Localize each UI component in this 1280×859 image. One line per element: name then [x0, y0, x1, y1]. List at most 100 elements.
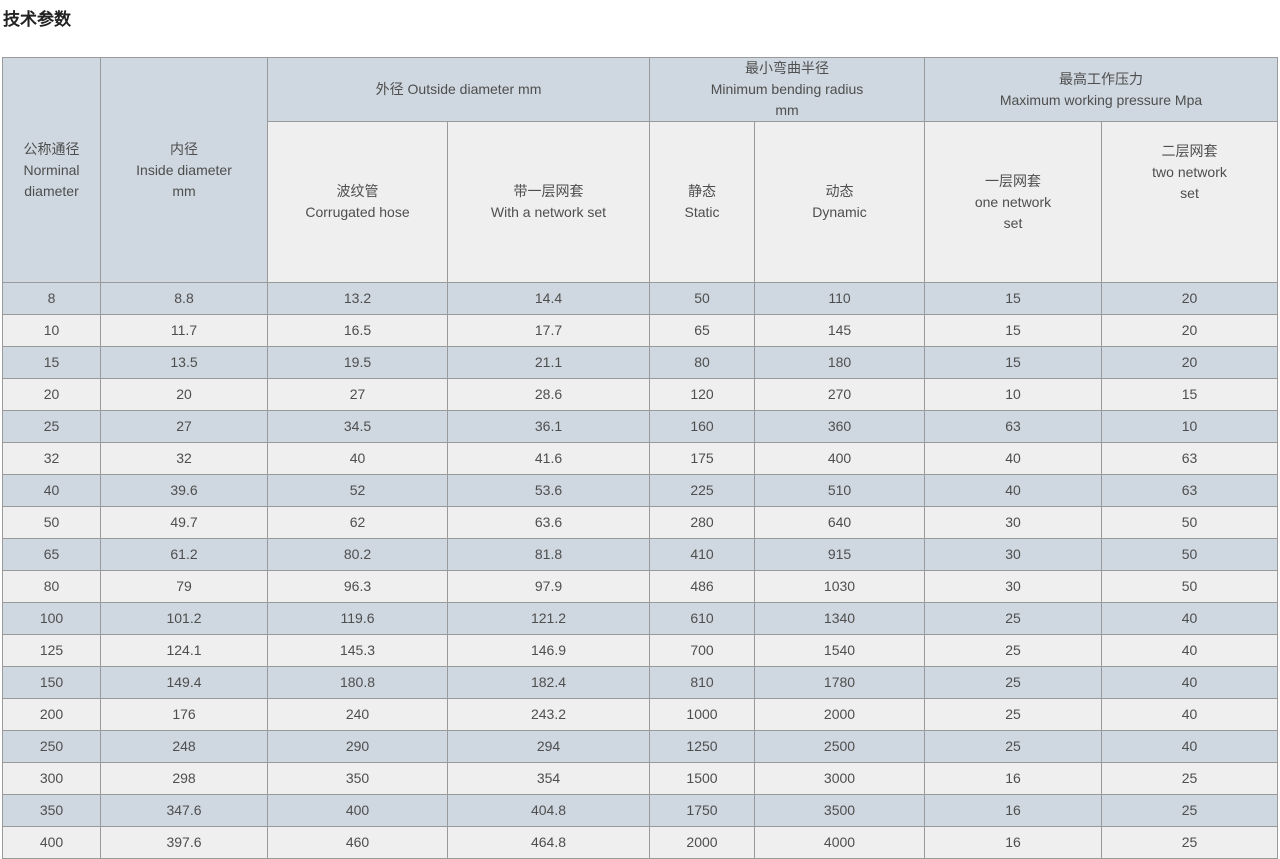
table-cell: 28.6	[447, 378, 650, 411]
table-cell: 20	[1100, 346, 1279, 379]
table-cell: 25	[1100, 762, 1279, 795]
header-group-row: 公称通径 Norminal diameter 内径 Inside diamete…	[2, 57, 1279, 283]
table-cell: 180	[754, 346, 925, 379]
table-cell: 510	[754, 474, 925, 507]
table-cell: 15	[924, 314, 1102, 347]
table-cell: 2000	[649, 826, 755, 859]
header-dynamic: 动态 Dynamic	[754, 121, 925, 283]
table-cell: 347.6	[100, 794, 268, 827]
table-cell: 125	[2, 634, 101, 667]
table-cell: 3500	[754, 794, 925, 827]
page-title: 技术参数	[3, 10, 71, 29]
table-cell: 610	[649, 602, 755, 635]
table-cell: 15	[924, 282, 1102, 315]
table-cell: 40	[1100, 666, 1279, 699]
table-cell: 53.6	[447, 474, 650, 507]
table-row: 80 79 96.3 97.9 486 1030 30 50	[2, 570, 1279, 603]
table-cell: 110	[754, 282, 925, 315]
table-cell: 1750	[649, 794, 755, 827]
table-cell: 180.8	[267, 666, 448, 699]
table-cell: 32	[2, 442, 101, 475]
table-cell: 16	[924, 794, 1102, 827]
table-cell: 11.7	[100, 314, 268, 347]
table-cell: 25	[924, 666, 1102, 699]
table-cell: 50	[2, 506, 101, 539]
table-cell: 10	[1100, 410, 1279, 443]
table-row: 8 8.8 13.2 14.4 50 110 15 20	[2, 282, 1279, 315]
table-cell: 15	[2, 346, 101, 379]
table-cell: 20	[1100, 314, 1279, 347]
table-cell: 120	[649, 378, 755, 411]
table-cell: 10	[2, 314, 101, 347]
table-cell: 20	[100, 378, 268, 411]
table-cell: 16.5	[267, 314, 448, 347]
header-static: 静态 Static	[649, 121, 755, 283]
table-cell: 30	[924, 570, 1102, 603]
header-one-network-set: 一层网套 one network set	[924, 121, 1102, 283]
table-row: 15 13.5 19.5 21.1 80 180 15 20	[2, 346, 1279, 379]
table-cell: 360	[754, 410, 925, 443]
table-cell: 62	[267, 506, 448, 539]
table-cell: 25	[924, 698, 1102, 731]
table-row: 25 27 34.5 36.1 160 360 63 10	[2, 410, 1279, 443]
table-cell: 1250	[649, 730, 755, 763]
table-header: 公称通径 Norminal diameter 内径 Inside diamete…	[2, 57, 1279, 283]
table-cell: 79	[100, 570, 268, 603]
table-cell: 21.1	[447, 346, 650, 379]
table-cell: 25	[1100, 794, 1279, 827]
table-cell: 25	[924, 634, 1102, 667]
table-cell: 63.6	[447, 506, 650, 539]
table-cell: 80	[649, 346, 755, 379]
spec-table: 公称通径 Norminal diameter 内径 Inside diamete…	[2, 57, 1279, 859]
table-cell: 124.1	[100, 634, 268, 667]
table-cell: 397.6	[100, 826, 268, 859]
table-cell: 2500	[754, 730, 925, 763]
table-cell: 182.4	[447, 666, 650, 699]
table-cell: 1000	[649, 698, 755, 731]
table-cell: 1540	[754, 634, 925, 667]
table-cell: 1780	[754, 666, 925, 699]
table-cell: 80.2	[267, 538, 448, 571]
table-cell: 30	[924, 538, 1102, 571]
table-cell: 200	[2, 698, 101, 731]
table-cell: 13.2	[267, 282, 448, 315]
table-cell: 146.9	[447, 634, 650, 667]
header-with-network-set: 带一层网套 With a network set	[447, 121, 650, 283]
table-row: 250 248 290 294 1250 2500 25 40	[2, 730, 1279, 763]
table-cell: 15	[924, 346, 1102, 379]
table-cell: 19.5	[267, 346, 448, 379]
table-cell: 810	[649, 666, 755, 699]
table-cell: 97.9	[447, 570, 650, 603]
table-cell: 40	[1100, 730, 1279, 763]
table-cell: 8.8	[100, 282, 268, 315]
table-cell: 400	[754, 442, 925, 475]
table-cell: 81.8	[447, 538, 650, 571]
table-cell: 39.6	[100, 474, 268, 507]
table-cell: 298	[100, 762, 268, 795]
table-cell: 40	[1100, 602, 1279, 635]
table-row: 40 39.6 52 53.6 225 510 40 63	[2, 474, 1279, 507]
table-cell: 1340	[754, 602, 925, 635]
table-cell: 486	[649, 570, 755, 603]
table-cell: 350	[2, 794, 101, 827]
table-cell: 40	[924, 474, 1102, 507]
header-outside-diameter-group: 外径 Outside diameter mm	[267, 57, 650, 122]
table-cell: 13.5	[100, 346, 268, 379]
table-cell: 49.7	[100, 506, 268, 539]
table-cell: 30	[924, 506, 1102, 539]
table-cell: 40	[924, 442, 1102, 475]
table-cell: 15	[1100, 378, 1279, 411]
table-cell: 150	[2, 666, 101, 699]
table-cell: 20	[2, 378, 101, 411]
table-cell: 14.4	[447, 282, 650, 315]
table-cell: 40	[267, 442, 448, 475]
table-cell: 96.3	[267, 570, 448, 603]
table-cell: 460	[267, 826, 448, 859]
header-corrugated-hose: 波纹管 Corrugated hose	[267, 121, 448, 283]
table-cell: 65	[649, 314, 755, 347]
table-cell: 160	[649, 410, 755, 443]
header-nominal-diameter: 公称通径 Norminal diameter	[2, 57, 101, 283]
table-cell: 80	[2, 570, 101, 603]
table-cell: 50	[1100, 570, 1279, 603]
table-cell: 3000	[754, 762, 925, 795]
